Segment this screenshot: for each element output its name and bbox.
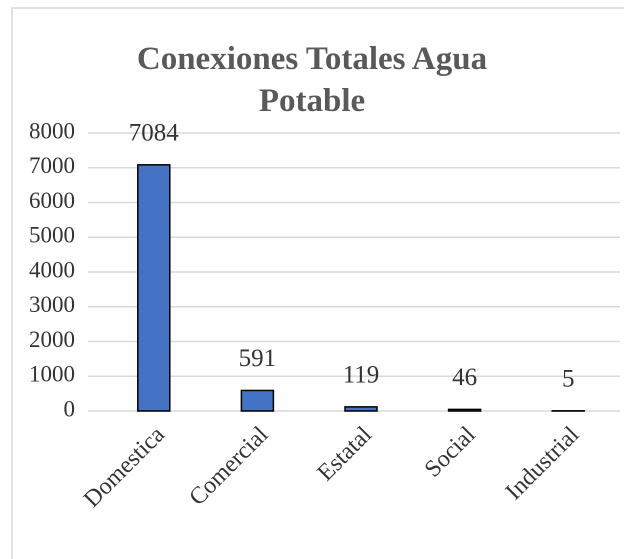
bar — [240, 389, 275, 412]
data-label: 46 — [452, 364, 477, 391]
data-label: 119 — [343, 362, 380, 389]
data-label: 5 — [562, 366, 575, 393]
data-label: 7084 — [129, 120, 180, 147]
data-label: 591 — [239, 345, 277, 372]
y-tick-label: 1000 — [29, 362, 75, 387]
x-tick-label: Estatal — [313, 422, 378, 487]
y-tick-label: 2000 — [29, 327, 75, 352]
y-tick-label: 4000 — [29, 257, 75, 282]
chart-frame — [11, 7, 624, 559]
bar — [344, 406, 378, 412]
y-tick-label: 7000 — [29, 153, 75, 178]
x-tick-label: Domestica — [79, 422, 170, 513]
y-tick-label: 5000 — [29, 223, 75, 248]
y-tick-label: 0 — [64, 396, 76, 421]
bar — [447, 408, 482, 412]
y-tick-label: 3000 — [29, 292, 75, 317]
y-tick-label: 8000 — [29, 118, 75, 143]
chart-title: Conexiones Totales Agua Potable — [136, 41, 488, 119]
x-tick-label: Industrial — [501, 422, 585, 506]
x-tick-label: Comercial — [184, 422, 273, 511]
x-tick-label: Social — [420, 422, 481, 483]
y-tick-label: 6000 — [29, 188, 75, 213]
bar — [137, 164, 171, 412]
